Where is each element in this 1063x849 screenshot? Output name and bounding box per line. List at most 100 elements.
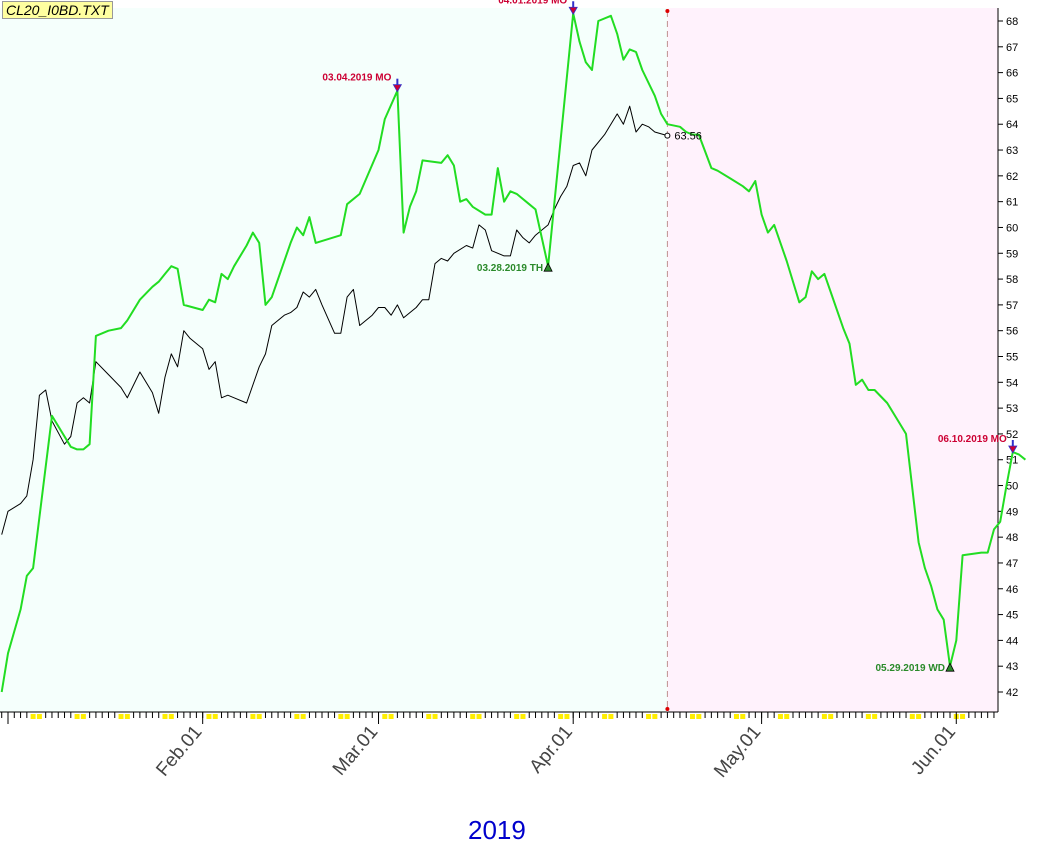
- peak-date-label: 06.10.2019 MO: [938, 434, 1007, 445]
- weekend-cell: [256, 714, 262, 719]
- peak-date-label: 04.01.2019 MO: [498, 0, 567, 6]
- annotations: 03.04.2019 MO 04.01.2019 MO 03.28.2019 TH 0…: [322, 0, 1018, 674]
- divider-bottom-dot: [665, 707, 670, 711]
- weekend-cell: [432, 714, 438, 719]
- y-tick-label: 50: [1006, 481, 1018, 493]
- weekend-cell: [564, 714, 570, 719]
- weekend-cell: [690, 714, 696, 719]
- weekend-cell: [909, 714, 915, 719]
- y-axis: 4243444546474849505152535455565758596061…: [997, 8, 1018, 712]
- last-price-marker: 63.56: [664, 131, 702, 143]
- y-tick-label: 44: [1006, 635, 1018, 647]
- weekend-cell: [206, 714, 212, 719]
- y-tick-label: 55: [1006, 352, 1018, 364]
- y-tick-label: 53: [1006, 403, 1018, 415]
- trough-arrow-head: [543, 262, 553, 272]
- last-price-dot: [664, 132, 671, 139]
- weekend-cell: [740, 714, 746, 719]
- divider-top-dot: [665, 9, 670, 13]
- y-tick-label: 43: [1006, 661, 1018, 673]
- forecast-line: [0, 12, 1027, 693]
- x-axis-labels: Feb.01 Mar.01 Apr.01 May.01 Jun.01: [152, 722, 960, 782]
- weekend-cell: [338, 714, 344, 719]
- weekend-cell: [476, 714, 482, 719]
- file-name-label: CL20_I0BD.TXT: [2, 1, 113, 19]
- x-month-label: May.01: [710, 722, 765, 782]
- y-tick-label: 65: [1006, 93, 1018, 105]
- peak-arrow-head: [392, 84, 403, 93]
- y-tick-label: 57: [1006, 300, 1018, 312]
- weekend-cell: [162, 714, 168, 719]
- weekend-cell: [821, 714, 827, 719]
- y-tick-label: 48: [1006, 532, 1018, 544]
- weekend-cell: [608, 714, 614, 719]
- weekend-cell: [872, 714, 878, 719]
- weekend-cell: [777, 714, 783, 719]
- price-line: [1, 105, 668, 535]
- weekend-cell: [294, 714, 300, 719]
- y-tick-label: 58: [1006, 274, 1018, 286]
- weekend-cell: [124, 714, 130, 719]
- weekend-cell: [118, 714, 124, 719]
- y-tick-label: 56: [1006, 326, 1018, 338]
- x-month-label: Jun.01: [907, 722, 960, 779]
- forecast-series: [0, 12, 1027, 693]
- x-month-label: Mar.01: [329, 722, 382, 780]
- weekend-cell: [733, 714, 739, 719]
- weekend-cell: [696, 714, 702, 719]
- price-series: [1, 105, 668, 535]
- trough-date-label: 05.29.2019 WD: [876, 663, 946, 674]
- weekend-cell: [426, 714, 432, 719]
- weekend-cell: [520, 714, 526, 719]
- history-region: [0, 8, 668, 712]
- last-price-label: 63.56: [674, 131, 702, 143]
- weekend-cell: [558, 714, 564, 719]
- y-tick-label: 47: [1006, 558, 1018, 570]
- y-tick-label: 60: [1006, 222, 1018, 234]
- y-tick-label: 68: [1006, 16, 1018, 28]
- weekend-cell: [602, 714, 608, 719]
- y-tick-label: 67: [1006, 42, 1018, 54]
- x-month-label: Apr.01: [526, 722, 577, 778]
- y-tick-label: 42: [1006, 687, 1018, 699]
- peak-arrow-head: [1008, 445, 1018, 454]
- peak-date-label: 03.04.2019 MO: [322, 73, 391, 84]
- weekend-cell: [250, 714, 256, 719]
- weekend-cell: [74, 714, 80, 719]
- y-tick-label: 46: [1006, 584, 1018, 596]
- x-month-label: Feb.01: [152, 722, 206, 781]
- weekend-cell: [916, 714, 922, 719]
- y-tick-label: 45: [1006, 610, 1018, 622]
- weekend-cell: [80, 714, 86, 719]
- peak-arrow-head: [568, 6, 578, 16]
- trough-arrow-head: [945, 662, 955, 672]
- weekend-cell: [646, 714, 652, 719]
- y-tick-label: 63: [1006, 145, 1018, 157]
- weekend-cell: [382, 714, 388, 719]
- y-tick-label: 54: [1006, 377, 1018, 389]
- weekend-cell: [36, 714, 42, 719]
- y-tick-label: 52: [1006, 429, 1018, 441]
- y-tick-label: 61: [1006, 197, 1018, 209]
- weekend-cell: [960, 714, 966, 719]
- weekend-cell: [514, 714, 520, 719]
- trough-date-label: 03.28.2019 TH: [477, 263, 543, 274]
- weekend-cell: [784, 714, 790, 719]
- weekend-cell: [212, 714, 218, 719]
- y-tick-label: 66: [1006, 68, 1018, 80]
- weekend-cell: [30, 714, 36, 719]
- weekend-cell: [388, 714, 394, 719]
- weekend-cell: [344, 714, 350, 719]
- weekend-cell: [300, 714, 306, 719]
- year-label: 2019: [468, 815, 526, 845]
- weekend-cell: [865, 714, 871, 719]
- weekend-cell: [828, 714, 834, 719]
- forecast-region: [667, 8, 998, 712]
- y-tick-label: 62: [1006, 171, 1018, 183]
- y-tick-label: 59: [1006, 248, 1018, 260]
- x-axis-tick-marks: [0, 711, 998, 724]
- weekend-cell: [652, 714, 658, 719]
- weekend-cell: [470, 714, 476, 719]
- y-tick-label: 49: [1006, 506, 1018, 518]
